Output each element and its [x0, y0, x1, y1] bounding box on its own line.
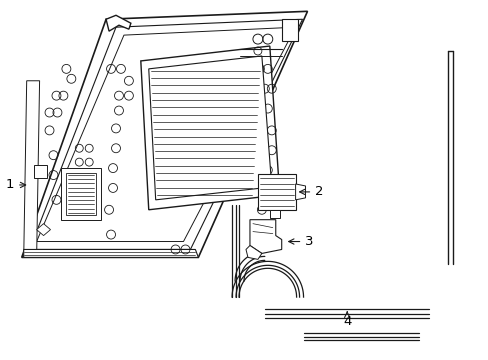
Polygon shape [141, 46, 279, 210]
Polygon shape [281, 19, 297, 41]
Polygon shape [24, 249, 198, 257]
Polygon shape [61, 168, 101, 220]
Polygon shape [21, 11, 307, 257]
Polygon shape [66, 173, 96, 215]
Polygon shape [37, 224, 50, 235]
Text: 4: 4 [342, 312, 351, 328]
Text: 2: 2 [299, 185, 323, 198]
Polygon shape [269, 210, 279, 218]
Polygon shape [106, 15, 131, 31]
Polygon shape [24, 81, 40, 257]
Text: 1: 1 [5, 179, 25, 192]
Polygon shape [257, 174, 295, 210]
Polygon shape [34, 165, 46, 178]
Polygon shape [249, 220, 281, 253]
Text: 3: 3 [288, 235, 313, 248]
Polygon shape [148, 56, 271, 200]
Polygon shape [245, 246, 262, 260]
Polygon shape [295, 184, 305, 200]
